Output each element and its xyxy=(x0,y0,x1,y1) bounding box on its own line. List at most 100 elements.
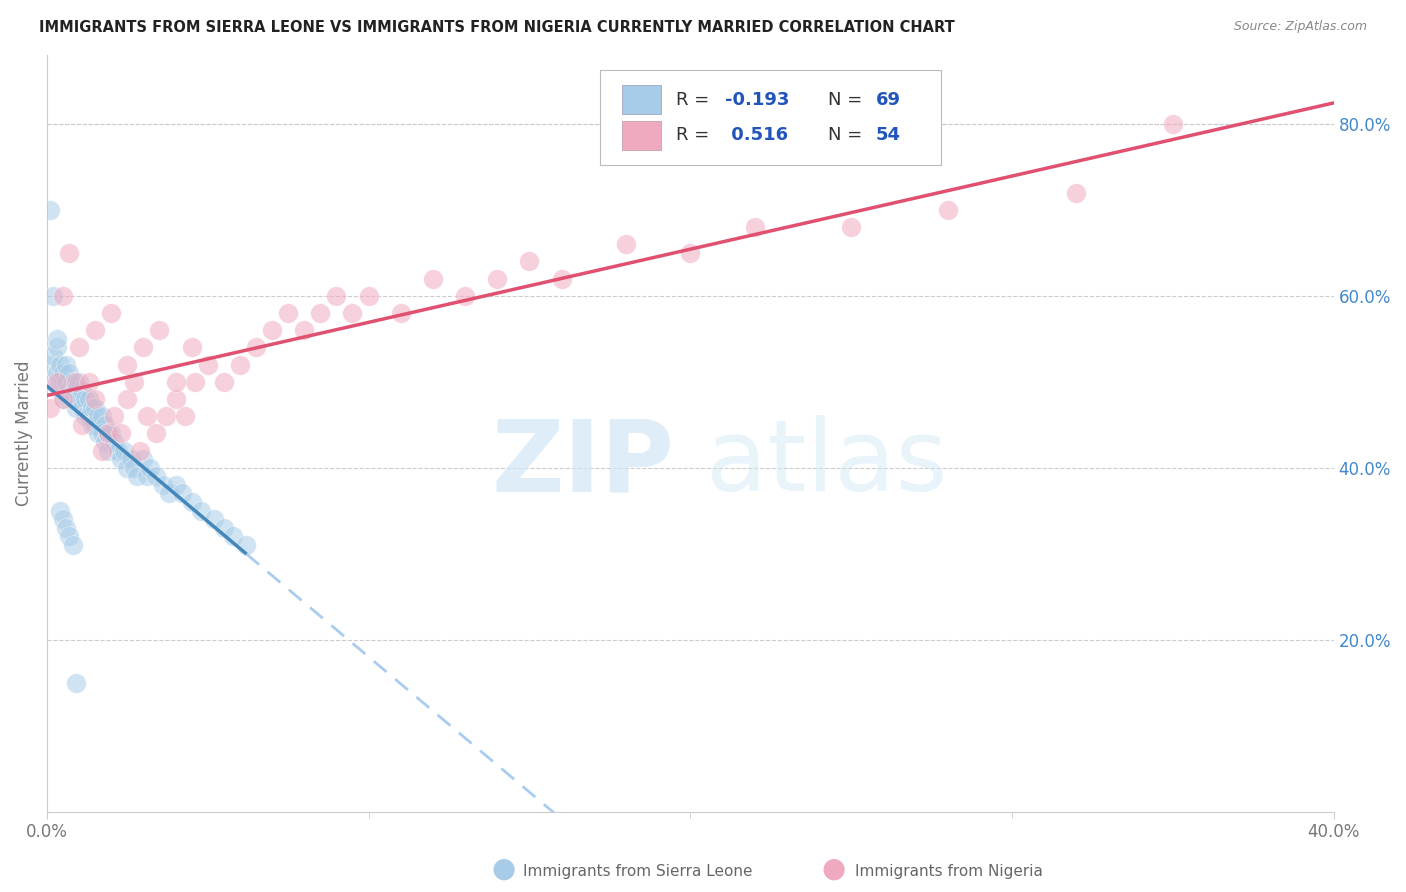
Point xyxy=(84,401,107,415)
Text: R =: R = xyxy=(676,127,716,145)
Text: N =: N = xyxy=(828,127,868,145)
Point xyxy=(357,289,380,303)
Text: R =: R = xyxy=(676,91,716,109)
Point xyxy=(55,375,77,389)
Point xyxy=(90,409,112,424)
Point xyxy=(42,289,65,303)
Point xyxy=(180,340,202,354)
Y-axis label: Currently Married: Currently Married xyxy=(15,360,32,506)
Point xyxy=(97,426,120,441)
Point xyxy=(62,375,84,389)
Point xyxy=(65,401,87,415)
Point xyxy=(107,443,129,458)
Point xyxy=(1064,186,1087,200)
Point xyxy=(67,340,90,354)
Point xyxy=(45,340,67,354)
Point xyxy=(212,521,235,535)
Point xyxy=(52,512,75,526)
Point xyxy=(52,392,75,406)
Point xyxy=(277,306,299,320)
Point xyxy=(77,409,100,424)
Point xyxy=(202,512,225,526)
Point xyxy=(519,254,541,268)
Point xyxy=(165,478,187,492)
Point xyxy=(235,538,257,552)
Point xyxy=(135,469,157,483)
Point xyxy=(122,460,145,475)
Point xyxy=(77,392,100,406)
Point xyxy=(180,495,202,509)
Point xyxy=(309,306,332,320)
Point xyxy=(744,220,766,235)
Point xyxy=(97,443,120,458)
Point xyxy=(122,375,145,389)
Point xyxy=(222,529,245,543)
Text: ●: ● xyxy=(821,855,846,883)
Point xyxy=(389,306,412,320)
Point xyxy=(679,245,702,260)
Point xyxy=(62,538,84,552)
Point xyxy=(152,478,174,492)
Point xyxy=(62,392,84,406)
Point xyxy=(103,409,125,424)
Point xyxy=(94,417,117,432)
Point xyxy=(325,289,347,303)
Point xyxy=(155,409,177,424)
Text: 69: 69 xyxy=(876,91,901,109)
Point xyxy=(129,443,152,458)
Point xyxy=(197,358,219,372)
Point xyxy=(67,375,90,389)
Text: IMMIGRANTS FROM SIERRA LEONE VS IMMIGRANTS FROM NIGERIA CURRENTLY MARRIED CORREL: IMMIGRANTS FROM SIERRA LEONE VS IMMIGRAN… xyxy=(39,20,955,35)
Point xyxy=(839,220,862,235)
Point xyxy=(80,401,103,415)
Point xyxy=(67,392,90,406)
Point xyxy=(49,504,72,518)
Point xyxy=(65,384,87,398)
Point xyxy=(39,358,62,372)
Point xyxy=(100,306,122,320)
FancyBboxPatch shape xyxy=(600,70,941,165)
Point xyxy=(72,384,94,398)
Point xyxy=(110,452,132,467)
Point xyxy=(97,426,120,441)
Text: 0.516: 0.516 xyxy=(725,127,789,145)
Text: ●: ● xyxy=(491,855,516,883)
Point xyxy=(145,469,167,483)
Point xyxy=(110,426,132,441)
Point xyxy=(42,349,65,363)
Point xyxy=(87,426,110,441)
Point xyxy=(52,289,75,303)
Point xyxy=(422,271,444,285)
Point xyxy=(94,434,117,449)
Text: 54: 54 xyxy=(876,127,901,145)
Point xyxy=(135,409,157,424)
Point xyxy=(45,332,67,346)
Point xyxy=(45,375,67,389)
FancyBboxPatch shape xyxy=(621,86,661,114)
Point xyxy=(174,409,197,424)
Point xyxy=(165,375,187,389)
Text: atlas: atlas xyxy=(706,415,948,512)
Point xyxy=(65,675,87,690)
Point xyxy=(262,323,284,337)
Point xyxy=(148,323,170,337)
Point xyxy=(125,469,148,483)
Point xyxy=(190,504,212,518)
Point xyxy=(72,417,94,432)
Point xyxy=(58,529,80,543)
Point xyxy=(486,271,509,285)
Point xyxy=(614,237,637,252)
Point xyxy=(103,434,125,449)
Point xyxy=(117,358,139,372)
Text: N =: N = xyxy=(828,91,868,109)
Point xyxy=(84,323,107,337)
Point xyxy=(170,486,193,500)
Point xyxy=(84,417,107,432)
Point xyxy=(100,426,122,441)
Point xyxy=(45,366,67,380)
Point xyxy=(245,340,267,354)
Point xyxy=(212,375,235,389)
Point xyxy=(52,392,75,406)
Point xyxy=(157,486,180,500)
Point xyxy=(55,358,77,372)
